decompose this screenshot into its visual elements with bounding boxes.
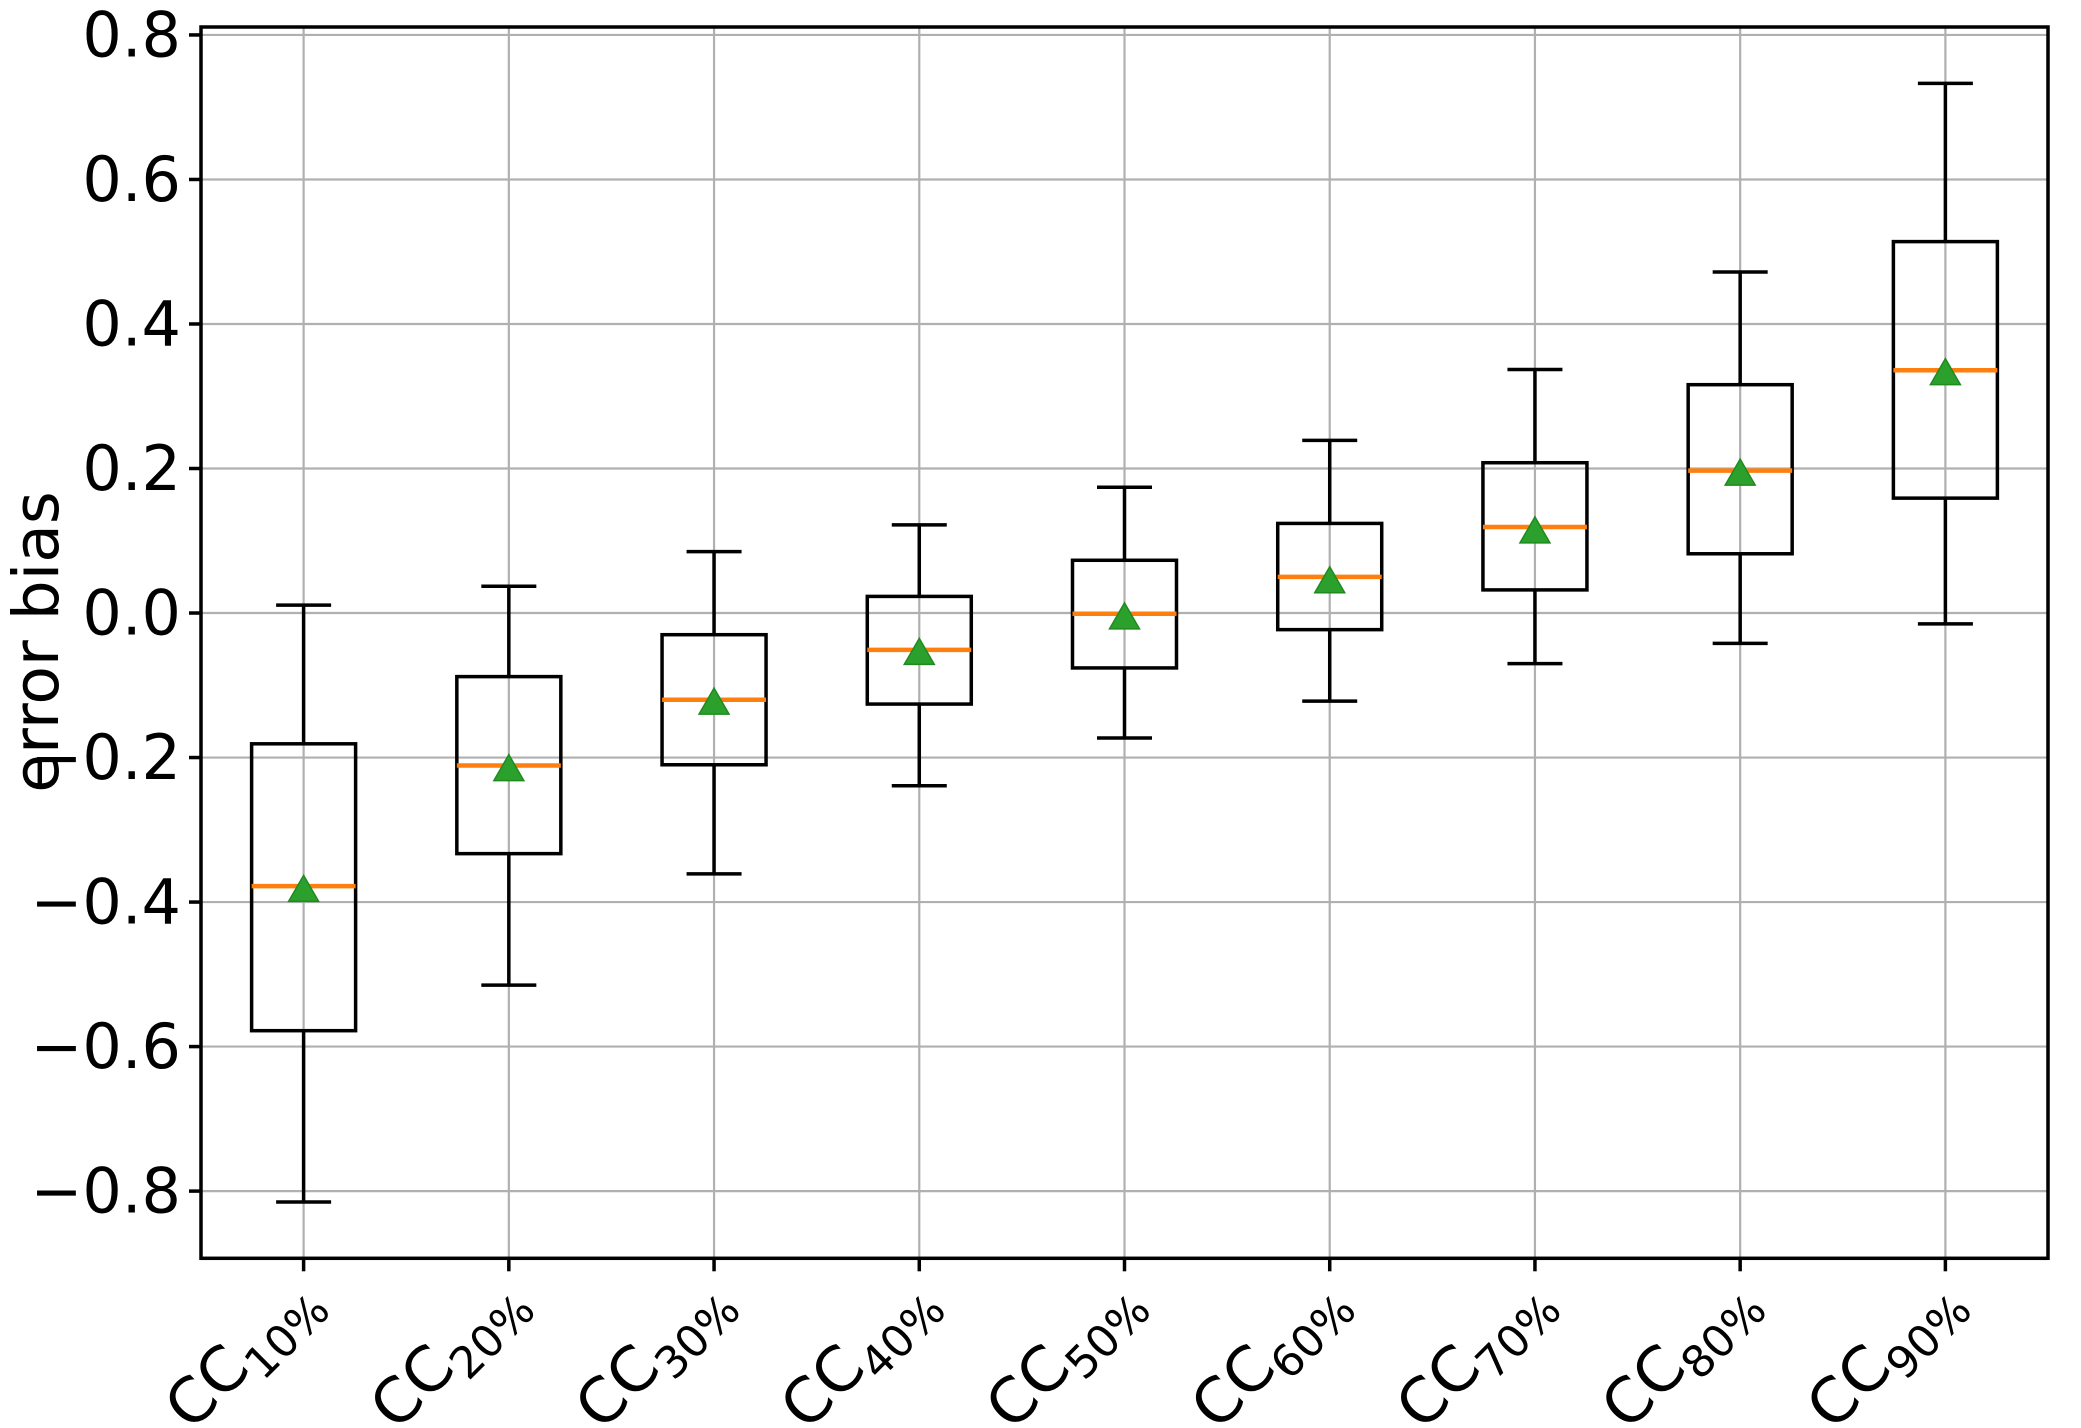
mean-marker-icon — [287, 873, 320, 903]
box-CC20% — [455, 584, 563, 987]
mean-marker-icon — [1313, 565, 1347, 594]
box-CC50% — [1070, 485, 1179, 740]
mean-marker-icon — [1108, 601, 1141, 630]
mean-marker-icon — [902, 636, 936, 666]
mean-marker-icon — [1929, 357, 1962, 386]
x-tick-label-CC40%: CC40% — [766, 1261, 956, 1424]
box-CC80% — [1686, 270, 1794, 646]
x-tick-label-CC70%: CC70% — [1382, 1261, 1572, 1424]
axes-group: 0.8 0.6 0.4 0.2 0.0 −0.2 −0.4 −0.6 −0.8 CC10% CC20… — [30, 0, 2050, 1428]
y-tick-label: −0.8 — [30, 1155, 181, 1228]
x-tick-label-CC30%: CC30% — [561, 1261, 751, 1424]
y-tick-label: 0.2 — [82, 432, 181, 505]
gridlines-group — [201, 27, 2048, 1259]
y-tick-label: 0.0 — [82, 577, 181, 650]
mean-marker-icon — [492, 753, 526, 782]
mean-marker-icon — [1723, 457, 1757, 486]
x-tick-label-CC20%: CC20% — [355, 1261, 545, 1424]
x-tick-label-CC60%: CC60% — [1176, 1261, 1366, 1424]
x-tick-label-CC80%: CC80% — [1587, 1261, 1777, 1424]
y-tick-label: 0.6 — [82, 143, 181, 216]
x-tick-label-CC50%: CC50% — [971, 1261, 1161, 1424]
y-tick-label: 0.8 — [82, 0, 181, 71]
y-tick-label: 0.4 — [82, 287, 181, 360]
box-CC90% — [1891, 81, 2000, 626]
box-CC70% — [1481, 367, 1589, 666]
box-CC40% — [865, 523, 974, 788]
box-CC60% — [1275, 438, 1384, 703]
y-tick-label: −0.4 — [30, 866, 181, 939]
y-tick-label: −0.6 — [30, 1010, 181, 1083]
mean-marker-icon — [1518, 515, 1552, 544]
box-CC10% — [249, 603, 358, 1204]
mean-marker-icon — [697, 686, 731, 715]
x-tick-label-CC90%: CC90% — [1792, 1261, 1982, 1424]
box-CC30% — [660, 549, 768, 876]
y-tick-label: −0.2 — [30, 721, 181, 794]
x-tick-label-CC10%: CC10% — [150, 1261, 340, 1424]
boxes-group — [249, 81, 2000, 1204]
y-axis-label: error bias — [0, 491, 73, 792]
